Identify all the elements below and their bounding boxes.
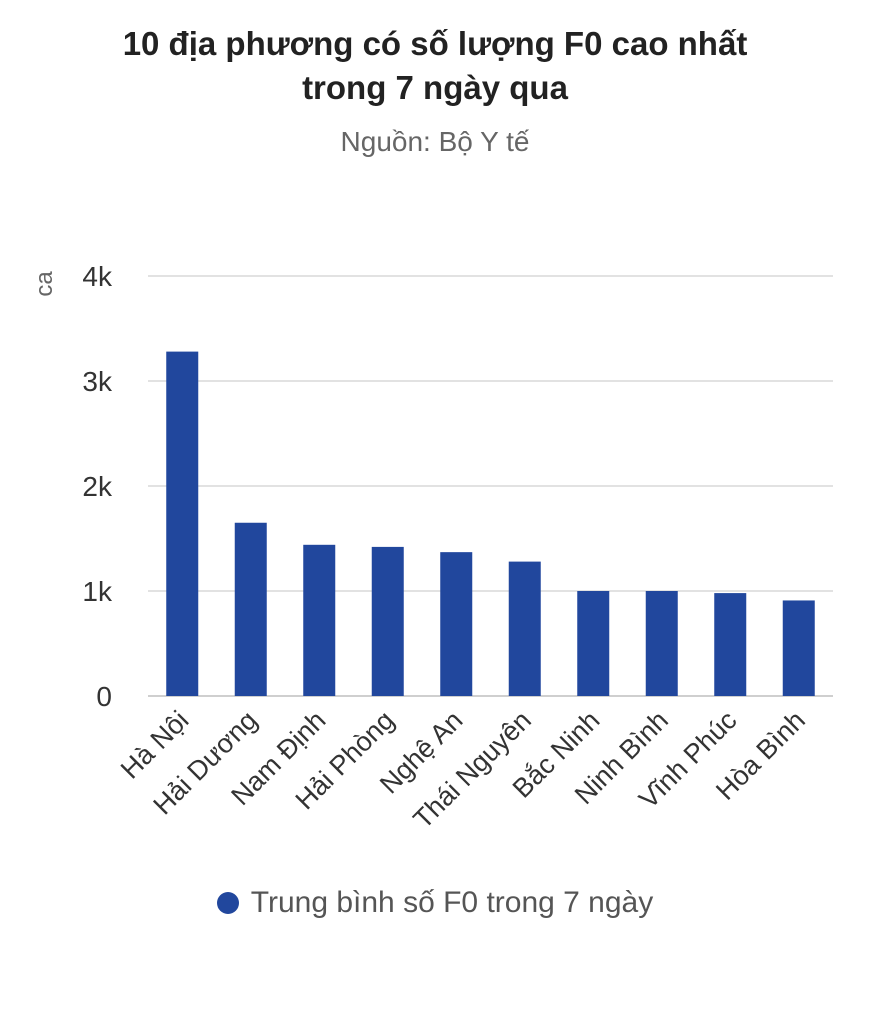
bar[interactable]: [440, 552, 473, 696]
bar[interactable]: [782, 600, 815, 696]
bars: [166, 351, 815, 696]
bar[interactable]: [234, 522, 267, 696]
y-tick-label: 1k: [82, 576, 113, 607]
chart-title-line-1: 10 địa phương có số lượng F0 cao nhất: [122, 25, 748, 62]
bar[interactable]: [577, 591, 610, 696]
bar[interactable]: [303, 544, 336, 696]
legend-label: Trung bình số F0 trong 7 ngày: [250, 886, 654, 919]
y-tick-label: 0: [96, 681, 112, 712]
bar[interactable]: [508, 561, 541, 696]
bar[interactable]: [166, 351, 199, 696]
legend[interactable]: Trung bình số F0 trong 7 ngày: [0, 886, 870, 920]
legend-swatch: [216, 892, 239, 914]
bar[interactable]: [714, 593, 747, 696]
y-tick-label: 3k: [82, 366, 113, 397]
chart-title: 10 địa phương có số lượng F0 cao nhất tr…: [0, 22, 870, 110]
bar[interactable]: [645, 591, 678, 696]
y-tick-label: 2k: [82, 471, 113, 502]
y-axis-title: ca: [31, 271, 58, 297]
chart-subtitle: Nguồn: Bộ Y tế: [340, 126, 530, 157]
y-tick-label: 4k: [82, 261, 113, 292]
chart-title-line-2: trong 7 ngày qua: [302, 69, 568, 106]
bar[interactable]: [371, 546, 404, 696]
y-axis-ticks: 0 1k 2k 3k 4k: [82, 261, 113, 712]
